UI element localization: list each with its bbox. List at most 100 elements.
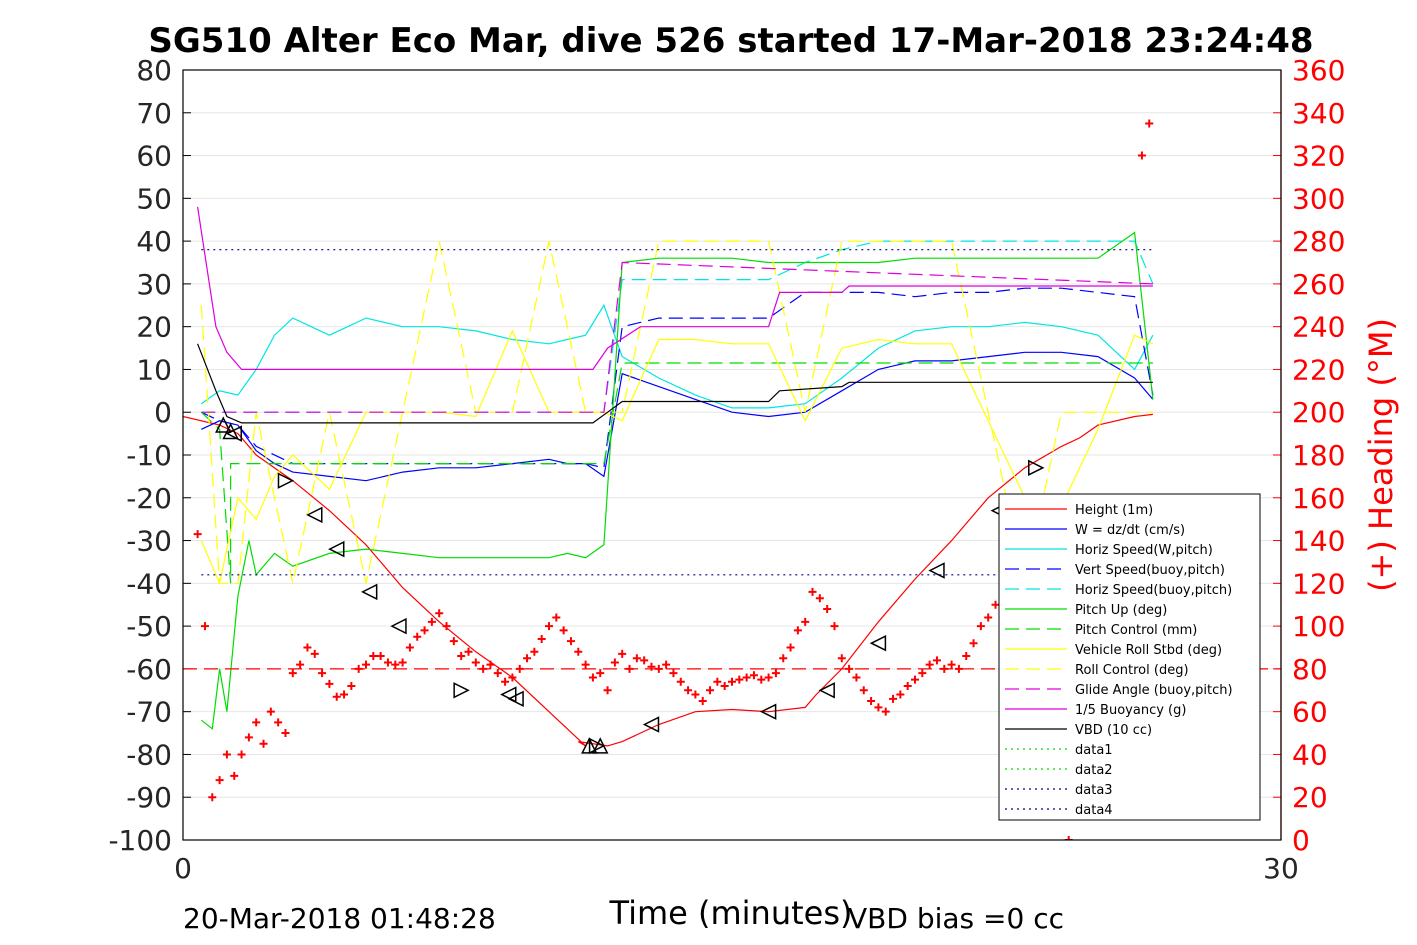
heading-point xyxy=(793,626,802,635)
y-right-tick-label: 120 xyxy=(1292,567,1345,600)
heading-point xyxy=(698,696,707,705)
y-right-tick-label: 80 xyxy=(1292,653,1328,686)
heading-point xyxy=(713,677,722,686)
legend-label: data3 xyxy=(1075,783,1113,798)
heading-point xyxy=(889,694,898,703)
legend-label: Roll Control (deg) xyxy=(1075,663,1189,678)
y-tick-label: 20 xyxy=(136,311,172,344)
y-axis-right-label: (+) Heading (°M) xyxy=(1362,318,1400,592)
heading-point xyxy=(815,594,824,603)
heading-point xyxy=(376,652,385,661)
marker-triangle xyxy=(215,416,232,433)
marker-triangle xyxy=(360,583,378,601)
heading-point xyxy=(837,654,846,663)
series-line-1 xyxy=(201,351,1154,482)
y-right-tick-label: 220 xyxy=(1292,353,1345,386)
y-tick-label: 60 xyxy=(136,140,172,173)
heading-point xyxy=(442,622,451,631)
heading-point xyxy=(288,669,297,678)
heading-point xyxy=(940,664,949,673)
y-right-tick-label: 240 xyxy=(1292,311,1345,344)
legend-label: data2 xyxy=(1075,763,1113,778)
heading-point xyxy=(991,600,1000,609)
marker-triangle xyxy=(869,635,887,652)
heading-point xyxy=(625,664,634,673)
legend-label: Vert Speed(buoy,pitch) xyxy=(1075,563,1225,578)
series-line-11 xyxy=(197,343,1153,424)
footer-timestamp: 20-Mar-2018 01:48:28 xyxy=(183,902,496,935)
heading-point xyxy=(427,617,436,626)
y-tick-label: -50 xyxy=(126,610,172,643)
heading-point xyxy=(222,750,231,759)
heading-point xyxy=(669,669,678,678)
heading-point xyxy=(552,613,561,622)
heading-point xyxy=(457,652,466,661)
heading-point xyxy=(471,658,480,667)
heading-point xyxy=(969,639,978,648)
legend-label: Horiz Speed(buoy,pitch) xyxy=(1075,583,1232,598)
legend-label: W = dz/dt (cm/s) xyxy=(1075,523,1185,538)
heading-point xyxy=(764,673,773,682)
series-line-10 xyxy=(197,206,1153,370)
heading-point xyxy=(779,654,788,663)
heading-point xyxy=(749,671,758,680)
heading-point xyxy=(874,703,883,712)
heading-point xyxy=(720,682,729,690)
heading-point xyxy=(632,654,641,663)
y-tick-label: -70 xyxy=(126,696,172,729)
y-right-tick-label: 300 xyxy=(1292,182,1345,215)
marker-layer xyxy=(215,416,1045,755)
marker-triangle xyxy=(588,737,606,755)
marker-triangle xyxy=(390,617,407,635)
y-axis-right: 3603403203002802602402202001801601401201… xyxy=(1273,54,1345,857)
heading-point xyxy=(852,673,861,682)
legend-box xyxy=(998,493,1261,821)
heading-point xyxy=(859,686,868,695)
heading-point xyxy=(523,654,532,663)
marker-triangle xyxy=(328,540,345,558)
heading-point xyxy=(728,677,736,686)
heading-point xyxy=(954,664,963,673)
heading-point xyxy=(252,718,261,727)
heading-point xyxy=(1137,151,1146,160)
heading-point xyxy=(325,679,334,688)
marker-triangle xyxy=(453,682,470,699)
heading-point xyxy=(771,669,780,678)
heading-point xyxy=(281,729,290,738)
heading-point xyxy=(515,664,524,673)
marker-triangle xyxy=(507,690,524,708)
heading-point xyxy=(362,660,370,669)
y-right-tick-label: 140 xyxy=(1292,525,1345,558)
heading-point xyxy=(464,647,473,656)
y-right-tick-label: 100 xyxy=(1292,610,1345,643)
y-axis-left: 80 70 60 50 40 30 20 10 0 -10 -20 -30 -40 -50 -60 -70 -8… xyxy=(108,54,191,857)
heading-point xyxy=(303,643,312,652)
heading-point xyxy=(735,675,744,684)
heading-point xyxy=(976,622,985,631)
heading-point xyxy=(801,617,810,626)
heading-point xyxy=(493,669,502,678)
y-tick-label: -90 xyxy=(126,781,172,814)
heading-point xyxy=(830,622,839,631)
series-line-6 xyxy=(200,362,1153,584)
heading-point xyxy=(662,660,671,669)
heading-point xyxy=(706,686,715,695)
heading-point xyxy=(530,647,539,656)
legend-label: Height (1m) xyxy=(1075,503,1153,518)
legend: Height (1m) W = dz/dt (cm/s) Horiz Speed(W… xyxy=(998,493,1261,821)
x-tick-label: 30 xyxy=(1263,852,1299,885)
heading-point xyxy=(274,718,283,727)
heading-point xyxy=(647,662,656,671)
heading-point xyxy=(508,673,517,682)
y-tick-label: -20 xyxy=(126,482,172,515)
y-tick-label: -60 xyxy=(126,653,172,686)
marker-triangle xyxy=(500,686,517,703)
heading-point xyxy=(391,660,400,669)
x-tick-label: 0 xyxy=(174,852,192,885)
marker-triangle xyxy=(222,422,239,440)
x-axis-label: Time (minutes) xyxy=(609,894,853,932)
heading-point xyxy=(413,632,422,641)
footer-vbd-bias: VBD bias =0 cc xyxy=(848,902,1064,935)
heading-point xyxy=(340,690,349,699)
